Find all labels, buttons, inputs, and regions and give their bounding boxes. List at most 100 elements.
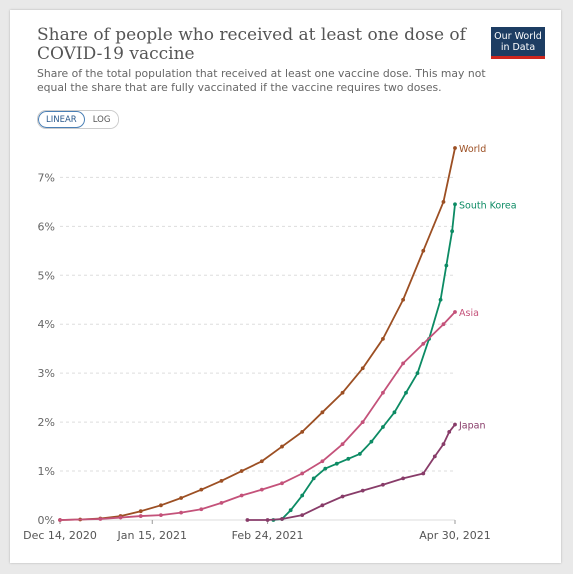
series-label-south-korea: South Korea [459,200,517,211]
data-point[interactable] [381,425,385,429]
logo-line-1: Our World [494,31,542,42]
data-point[interactable] [450,229,455,234]
data-point[interactable] [340,494,345,499]
gridlines [60,176,455,521]
data-point[interactable] [360,488,365,493]
data-point[interactable] [219,478,224,483]
data-point[interactable] [259,459,264,464]
data-point[interactable] [300,429,305,434]
series-line-japan[interactable] [247,423,456,521]
data-point[interactable] [441,322,446,327]
series-label-world: World [459,144,486,155]
data-point[interactable] [239,493,244,498]
linear-scale-button[interactable]: LINEAR [38,111,85,128]
data-point[interactable] [444,263,449,268]
series-asia: Asia [58,308,479,522]
data-point[interactable] [381,482,385,487]
series-label-asia: Asia [459,308,479,319]
series-label-japan: Japan [458,421,486,432]
data-point[interactable] [138,509,143,514]
chart-title: Share of people who received at least on… [37,25,466,64]
data-point[interactable] [259,487,264,492]
data-point[interactable] [334,461,339,466]
data-point[interactable] [401,476,406,481]
data-point[interactable] [219,500,224,505]
data-point[interactable] [138,514,143,518]
y-tick-label: 5% [38,269,55,282]
log-scale-button[interactable]: LOG [84,111,119,128]
data-point[interactable] [320,459,325,464]
data-point[interactable] [179,496,183,500]
data-point[interactable] [159,513,163,518]
data-point[interactable] [199,487,204,492]
data-point[interactable] [401,361,406,366]
owid-logo[interactable]: Our World in Data [491,27,545,59]
data-point[interactable] [340,442,345,447]
x-tick-label: Apr 30, 2021 [419,529,491,542]
y-tick-label: 4% [38,318,55,331]
series-world: World [58,144,486,522]
data-point[interactable] [432,454,437,459]
data-point[interactable] [288,508,293,513]
y-tick-label: 0% [38,514,55,527]
y-tick-label: 3% [38,367,55,380]
data-point[interactable] [357,452,362,456]
data-point[interactable] [118,515,123,520]
data-point[interactable] [300,471,305,476]
series-line-world[interactable] [59,147,456,521]
x-tick-label: Dec 14, 2020 [23,529,97,542]
data-point[interactable] [360,420,365,425]
data-point[interactable] [179,510,183,515]
x-tick-label: Jan 15, 2021 [117,529,187,542]
data-point[interactable] [265,518,270,522]
data-point[interactable] [441,442,446,447]
data-point[interactable] [300,493,305,498]
data-point[interactable] [447,429,452,434]
x-tick-label: Feb 24, 2021 [232,529,304,542]
data-point[interactable] [404,390,408,395]
data-point[interactable] [199,507,204,512]
data-point[interactable] [98,517,103,521]
logo-line-2: in Data [500,42,536,53]
data-point[interactable] [300,513,305,518]
data-point[interactable] [421,341,426,346]
data-point[interactable] [239,469,244,473]
data-point[interactable] [360,366,365,371]
data-point[interactable] [381,390,385,395]
data-point[interactable] [453,422,457,427]
data-point[interactable] [453,146,457,150]
data-point[interactable] [453,310,457,314]
y-tick-label: 6% [38,220,55,233]
data-point[interactable] [280,481,284,486]
data-point[interactable] [401,297,406,302]
data-point[interactable] [415,371,420,376]
series-line-asia[interactable] [59,311,456,521]
y-axis-ticks: 0% 1% 2% 3% 4% 5% 6% 7% [38,171,55,527]
data-point[interactable] [453,202,457,207]
data-point[interactable] [441,199,446,204]
data-point[interactable] [421,248,426,253]
data-point[interactable] [58,518,62,522]
data-point[interactable] [421,471,426,476]
scale-toggle: LINEAR LOG [37,110,120,129]
data-point[interactable] [392,410,397,415]
data-point[interactable] [280,444,284,449]
data-point[interactable] [245,518,250,522]
x-axis-ticks: Dec 14, 2020 Jan 15, 2021 Feb 24, 2021 Apr … [23,520,491,542]
data-point[interactable] [346,456,351,461]
data-point[interactable] [323,466,328,471]
data-point[interactable] [381,336,385,341]
series-south-korea: South Korea [271,200,517,522]
data-point[interactable] [340,390,345,395]
data-point[interactable] [159,503,163,508]
data-point[interactable] [320,503,325,508]
data-point[interactable] [369,439,374,444]
data-point[interactable] [280,517,284,521]
series-layer: World South Korea Asia Japan [58,144,517,522]
chart-subtitle: Share of the total population that recei… [37,67,486,94]
data-point[interactable] [320,410,325,415]
data-point[interactable] [311,476,316,481]
y-tick-label: 2% [38,416,55,429]
data-point[interactable] [438,297,443,302]
